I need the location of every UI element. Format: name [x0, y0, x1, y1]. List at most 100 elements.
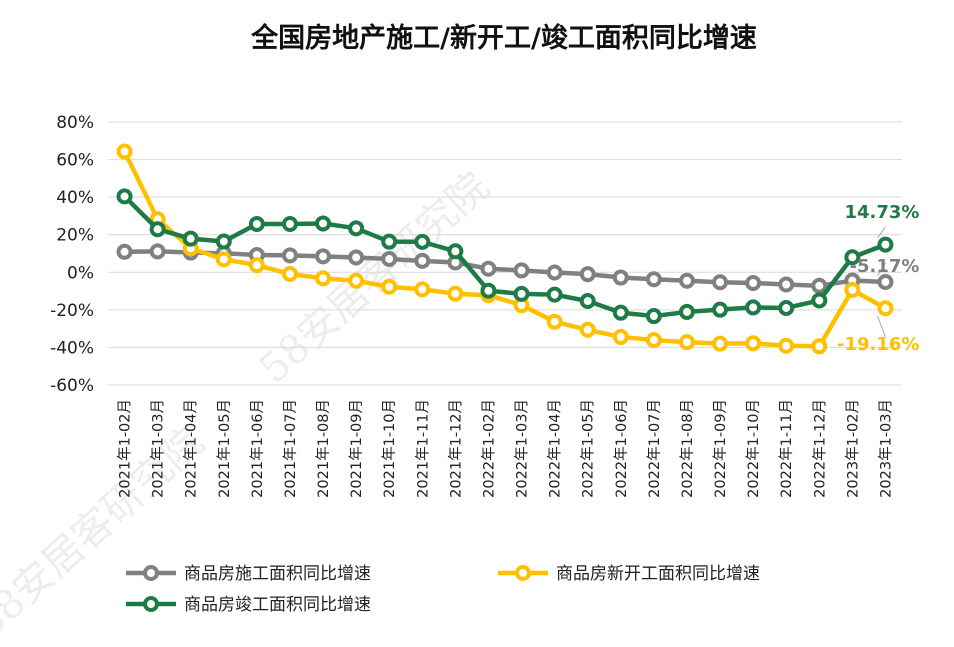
- legend-marker: [143, 596, 159, 612]
- data-point: [149, 221, 166, 238]
- data-point: [678, 303, 695, 320]
- x-tick-label: 2021年1-12月: [447, 399, 464, 498]
- data-point: [149, 243, 166, 260]
- data-point: [877, 236, 894, 253]
- data-point: [712, 335, 729, 352]
- x-tick-label: 2021年1-11月: [414, 399, 431, 498]
- data-point: [811, 338, 828, 355]
- data-point: [745, 274, 762, 291]
- x-tick-label: 2021年1-06月: [249, 399, 266, 498]
- x-tick-label: 2022年1-05月: [580, 399, 597, 498]
- series-line: [122, 149, 888, 349]
- y-tick-label: 20%: [56, 226, 94, 246]
- data-point: [645, 271, 662, 288]
- data-point: [778, 276, 795, 293]
- data-point: [182, 230, 199, 247]
- data-point: [414, 252, 431, 269]
- data-point: [645, 332, 662, 349]
- legend-label: 商品房竣工面积同比增速: [184, 595, 371, 615]
- x-tick-label: 2022年1-02月: [480, 399, 497, 498]
- data-point: [248, 216, 265, 233]
- data-label-leader: [877, 226, 886, 239]
- x-tick-label: 2022年1-04月: [547, 399, 564, 498]
- x-tick-label: 2021年1-08月: [315, 399, 332, 498]
- data-point: [546, 313, 563, 330]
- data-point: [348, 220, 365, 237]
- data-point: [612, 328, 629, 345]
- legend-item: 商品房新开工面积同比增速: [498, 564, 760, 584]
- x-tick-label: 2022年1-08月: [679, 399, 696, 498]
- x-tick-label: 2021年1-03月: [150, 399, 167, 498]
- data-point: [315, 215, 332, 232]
- data-label: -19.16%: [837, 334, 919, 355]
- data-label: 14.73%: [844, 202, 919, 223]
- data-point: [579, 321, 596, 338]
- data-point: [381, 278, 398, 295]
- data-point: [678, 334, 695, 351]
- y-tick-label: -60%: [50, 376, 94, 396]
- x-axis-ticks: 2021年1-02月 2021年1-03月 2021年1-04月 2021年1-05月…: [117, 399, 895, 498]
- data-point: [712, 301, 729, 318]
- series-layer: [116, 143, 894, 355]
- data-point: [480, 282, 497, 299]
- data-point: [579, 293, 596, 310]
- data-point: [348, 272, 365, 289]
- x-tick-label: 2022年1-09月: [712, 399, 729, 498]
- x-tick-label: 2021年1-07月: [282, 399, 299, 498]
- data-point: [116, 243, 133, 260]
- data-label-leader: [877, 262, 886, 277]
- data-point: [877, 300, 894, 317]
- data-point: [248, 257, 265, 274]
- data-point: [678, 272, 695, 289]
- series-0: [116, 243, 894, 294]
- y-axis-ticks: 80% 60% 40% 20% 0% -20% -40% -60%: [50, 113, 94, 396]
- data-point: [281, 216, 298, 233]
- data-point: [281, 265, 298, 282]
- legend-label: 商品房新开工面积同比增速: [556, 564, 760, 584]
- data-point: [844, 281, 861, 298]
- data-point: [281, 247, 298, 264]
- data-point: [315, 248, 332, 265]
- data-point: [513, 285, 530, 302]
- data-point: [414, 281, 431, 298]
- data-point: [215, 251, 232, 268]
- x-tick-label: 2022年1-07月: [646, 399, 663, 498]
- data-point: [778, 337, 795, 354]
- data-point: [579, 266, 596, 283]
- data-label-leader: [876, 315, 886, 338]
- data-point: [745, 299, 762, 316]
- x-tick-label: 2022年1-10月: [745, 399, 762, 498]
- x-tick-label: 2021年1-02月: [117, 399, 134, 498]
- legend-item: 商品房竣工面积同比增速: [126, 595, 371, 615]
- data-point: [315, 270, 332, 287]
- data-point: [645, 308, 662, 325]
- data-point: [513, 262, 530, 279]
- x-tick-label: 2021年1-09月: [348, 399, 365, 498]
- x-tick-label: 2022年1-03月: [514, 399, 531, 498]
- grid: [108, 121, 902, 386]
- data-point: [712, 274, 729, 291]
- data-point: [116, 188, 133, 205]
- x-tick-label: 2023年1-02月: [844, 399, 861, 498]
- x-tick-label: 2022年1-11月: [778, 399, 795, 498]
- legend-marker: [515, 565, 531, 581]
- data-point: [877, 273, 894, 290]
- data-point: [447, 243, 464, 260]
- data-point: [811, 292, 828, 309]
- y-tick-label: -40%: [50, 338, 94, 358]
- data-point: [844, 249, 861, 266]
- x-tick-label: 2021年1-05月: [216, 399, 233, 498]
- watermark-text: 58安居客研究院: [0, 419, 213, 647]
- data-point: [745, 335, 762, 352]
- data-point: [811, 277, 828, 294]
- y-tick-label: 0%: [67, 263, 94, 283]
- x-tick-label: 2021年1-04月: [183, 399, 200, 498]
- data-label: -5.17%: [850, 256, 920, 277]
- data-point: [116, 143, 133, 160]
- data-point: [381, 250, 398, 267]
- x-tick-label: 2022年1-12月: [811, 399, 828, 498]
- data-point: [612, 304, 629, 321]
- x-tick-label: 2022年1-06月: [613, 399, 630, 498]
